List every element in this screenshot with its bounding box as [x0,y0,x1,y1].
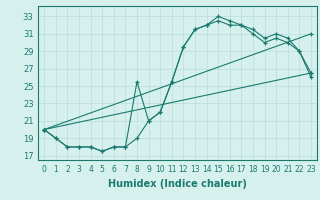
X-axis label: Humidex (Indice chaleur): Humidex (Indice chaleur) [108,179,247,189]
